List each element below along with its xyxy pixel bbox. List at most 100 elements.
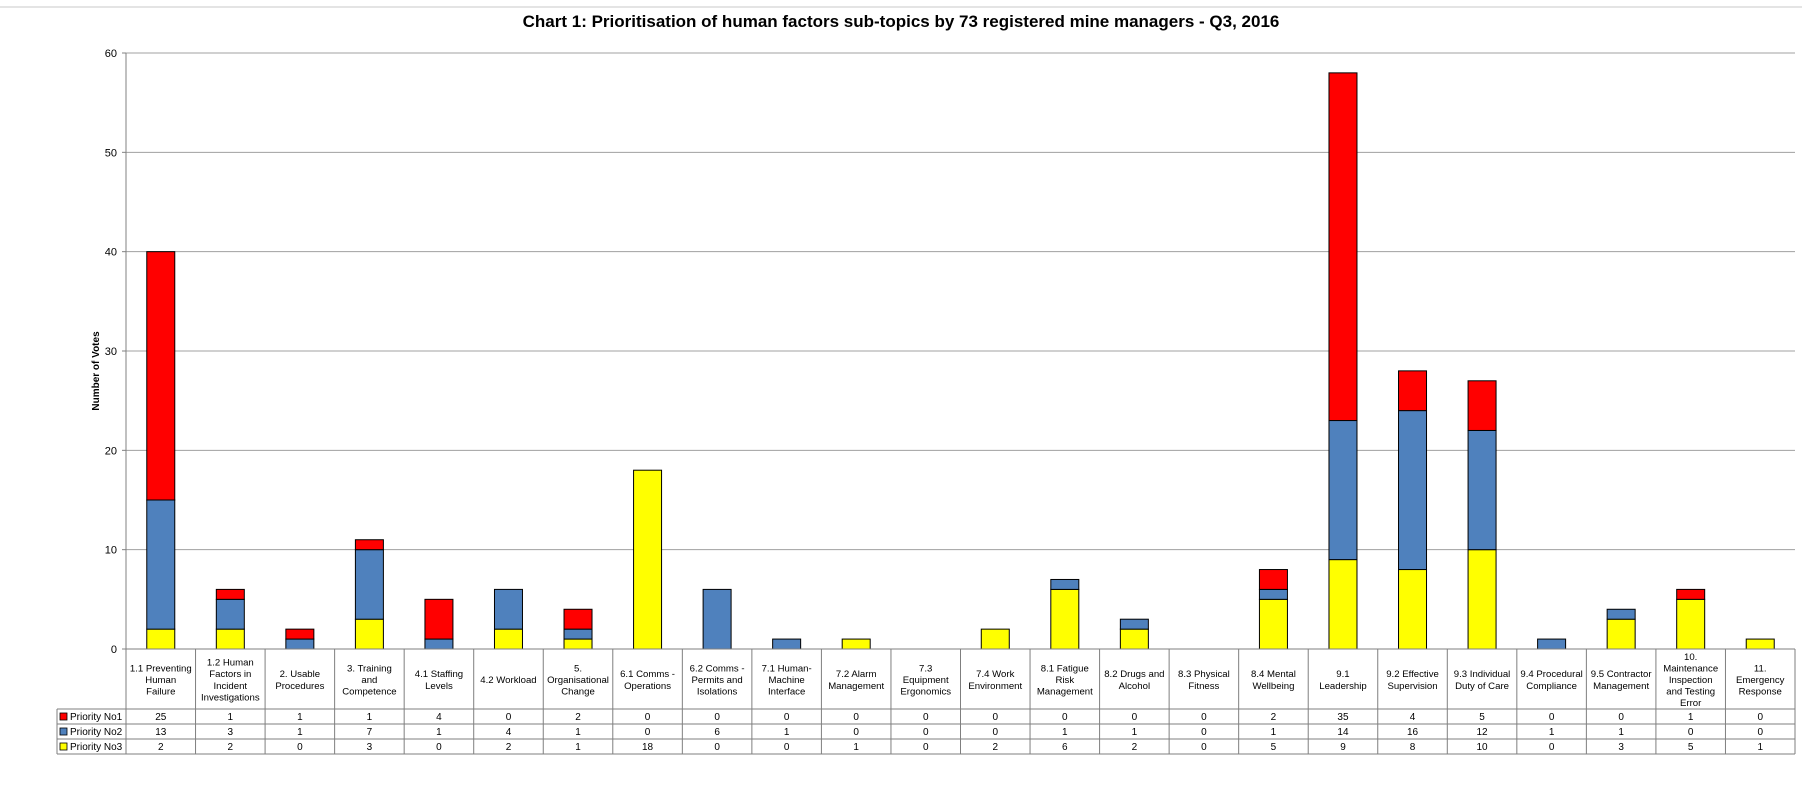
bar-segment (563, 628, 593, 640)
data-label: 0 (506, 712, 512, 723)
data-label: 0 (1062, 712, 1068, 723)
x-tick-label: 8.3 Physical Fitness (1178, 669, 1230, 692)
bar-segment (1745, 638, 1775, 650)
data-label: 9 (1340, 742, 1346, 753)
x-tick-label: 2. Usable Procedures (275, 669, 324, 692)
bar-segment (1606, 608, 1636, 620)
x-tick-label: 7.3 Equipment Ergonomics (900, 663, 951, 697)
bar-segment (1676, 588, 1706, 600)
data-label: 0 (1201, 742, 1207, 753)
data-label: 5 (1688, 742, 1694, 753)
y-tick-label: 0 (111, 644, 117, 656)
x-tick-label: 7.1 Human-Machine Interface (762, 663, 812, 697)
legend-label: Priority No3 (70, 742, 123, 753)
data-label: 1 (575, 727, 581, 738)
data-label: 2 (992, 742, 998, 753)
y-tick-label: 10 (105, 545, 117, 557)
x-tick-label: 8.2 Drugs and Alcohol (1104, 669, 1164, 692)
bar-segment (633, 469, 663, 650)
x-tick-label: 9.4 Procedural Compliance (1520, 669, 1582, 692)
axes: 0 10 20 30 40 50 60 Number of Votes (0, 6, 1802, 656)
data-label: 0 (1549, 712, 1555, 723)
legend-key (59, 727, 68, 736)
bar-segment (493, 588, 523, 630)
x-tick-label: 8.1 Fatigue Risk Management (1037, 663, 1093, 697)
legend-label: Priority No2 (70, 727, 123, 738)
data-label: 4 (436, 712, 442, 723)
x-tick-label: 9.1 Leadership (1319, 669, 1366, 692)
data-label: 0 (1132, 712, 1138, 723)
data-label: 3 (1618, 742, 1624, 753)
data-label: 0 (784, 742, 790, 753)
data-label: 18 (642, 742, 654, 753)
data-label: 1 (1688, 712, 1694, 723)
bar-segment (1328, 420, 1358, 561)
data-label: 0 (714, 712, 720, 723)
legend-key (59, 712, 68, 721)
data-label: 35 (1337, 712, 1349, 723)
bar-segment (1676, 598, 1706, 650)
bar-segment (841, 638, 871, 650)
bar-segment (1398, 410, 1428, 571)
x-tick-label: 9.5 Contractor Management (1591, 669, 1653, 692)
bar-segment (146, 628, 176, 650)
data-label: 0 (1757, 727, 1763, 738)
bar-segment (215, 588, 245, 600)
bar-segment (1050, 578, 1080, 590)
bar-segment (1258, 569, 1288, 590)
data-label: 3 (228, 727, 234, 738)
data-label: 0 (1618, 712, 1624, 723)
data-label: 3 (367, 742, 373, 753)
data-label: 0 (853, 727, 859, 738)
bar-segment (146, 499, 176, 630)
x-tick-label: 5. Organisational Change (547, 663, 609, 697)
data-label: 6 (1062, 742, 1068, 753)
bar-segment (1119, 628, 1149, 650)
data-label: 0 (923, 742, 929, 753)
data-label: 0 (992, 712, 998, 723)
data-label: 2 (1132, 742, 1138, 753)
data-label: 10 (1477, 742, 1489, 753)
bar-segment (1119, 618, 1149, 630)
data-label: 0 (297, 742, 303, 753)
data-label: 6 (714, 727, 720, 738)
data-label: 1 (1132, 727, 1138, 738)
data-label: 1 (853, 742, 859, 753)
bar-segment (1050, 588, 1080, 650)
data-label: 14 (1337, 727, 1349, 738)
data-label: 2 (575, 712, 581, 723)
bar-segment (354, 618, 384, 650)
y-axis-label: Number of Votes (91, 331, 102, 411)
data-label: 1 (297, 712, 303, 723)
x-tick-label: 8.4 Mental Wellbeing (1251, 669, 1296, 692)
data-label: 0 (1549, 742, 1555, 753)
x-tick-label: 10. Maintenance Inspection and Testing Error (1663, 652, 1718, 709)
x-tick-label: 7.2 Alarm Management (828, 669, 884, 692)
data-label: 0 (1201, 712, 1207, 723)
data-label: 1 (1757, 742, 1763, 753)
bar-segment (285, 638, 315, 650)
data-label: 1 (784, 727, 790, 738)
bar-segment (772, 638, 802, 650)
bar-segment (1537, 638, 1567, 650)
data-label: 8 (1410, 742, 1416, 753)
data-label: 4 (1410, 712, 1416, 723)
data-label: 7 (367, 727, 373, 738)
bar-segment (702, 588, 732, 650)
data-label: 2 (1271, 712, 1277, 723)
data-label: 5 (1479, 712, 1485, 723)
data-table: 1.1 Preventing Human Failure 1.2 Human Facto… (56, 648, 1796, 755)
data-label: 0 (784, 712, 790, 723)
data-label: 25 (155, 712, 167, 723)
y-tick-label: 60 (105, 48, 117, 60)
bars (146, 72, 1775, 650)
bar-segment (1398, 370, 1428, 412)
data-label: 0 (992, 727, 998, 738)
data-label: 13 (155, 727, 167, 738)
x-tick-label: 6.1 Comms -Operations (620, 669, 675, 692)
y-tick-label: 50 (105, 147, 117, 159)
data-label: 2 (506, 742, 512, 753)
x-tick-label: 7.4 Work Environment (968, 669, 1022, 692)
chart-title: Chart 1: Prioritisation of human factors… (522, 12, 1280, 31)
